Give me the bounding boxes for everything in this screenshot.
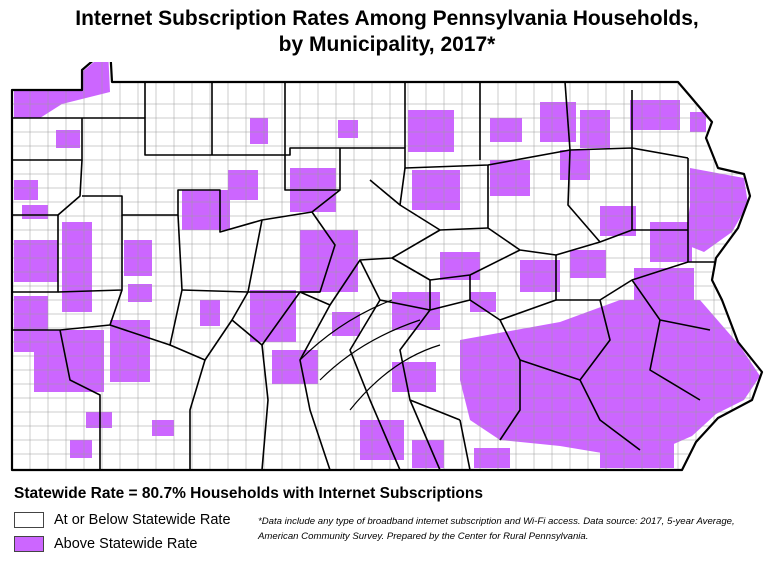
footnote-line-1: *Data include any type of broadband inte…	[258, 516, 735, 527]
map-title: Internet Subscription Rates Among Pennsy…	[0, 6, 774, 58]
pennsylvania-outline	[10, 62, 764, 472]
footnote: *Data include any type of broadband inte…	[258, 514, 758, 544]
legend-item-above: Above Statewide Rate	[14, 536, 197, 552]
legend-swatch-white	[14, 512, 44, 528]
legend-label-at-or-below: At or Below Statewide Rate	[54, 512, 231, 528]
legend-swatch-purple	[14, 536, 44, 552]
above-rate-regions	[14, 62, 760, 468]
map-title-line-2: by Municipality, 2017*	[278, 33, 496, 56]
legend-item-at-or-below: At or Below Statewide Rate	[14, 512, 231, 528]
county-boundaries	[12, 81, 716, 470]
statewide-rate: Statewide Rate = 80.7% Households with I…	[14, 485, 483, 502]
footnote-line-2: American Community Survey. Prepared by t…	[258, 531, 589, 542]
municipal-grid	[12, 62, 762, 470]
pennsylvania-map	[10, 62, 764, 472]
map-title-line-1: Internet Subscription Rates Among Pennsy…	[75, 7, 699, 30]
legend-label-above: Above Statewide Rate	[54, 536, 198, 552]
